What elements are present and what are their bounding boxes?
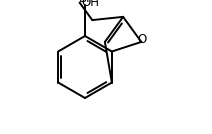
Text: OH: OH — [82, 0, 99, 9]
Text: O: O — [138, 33, 147, 46]
Text: Br: Br — [78, 0, 92, 5]
